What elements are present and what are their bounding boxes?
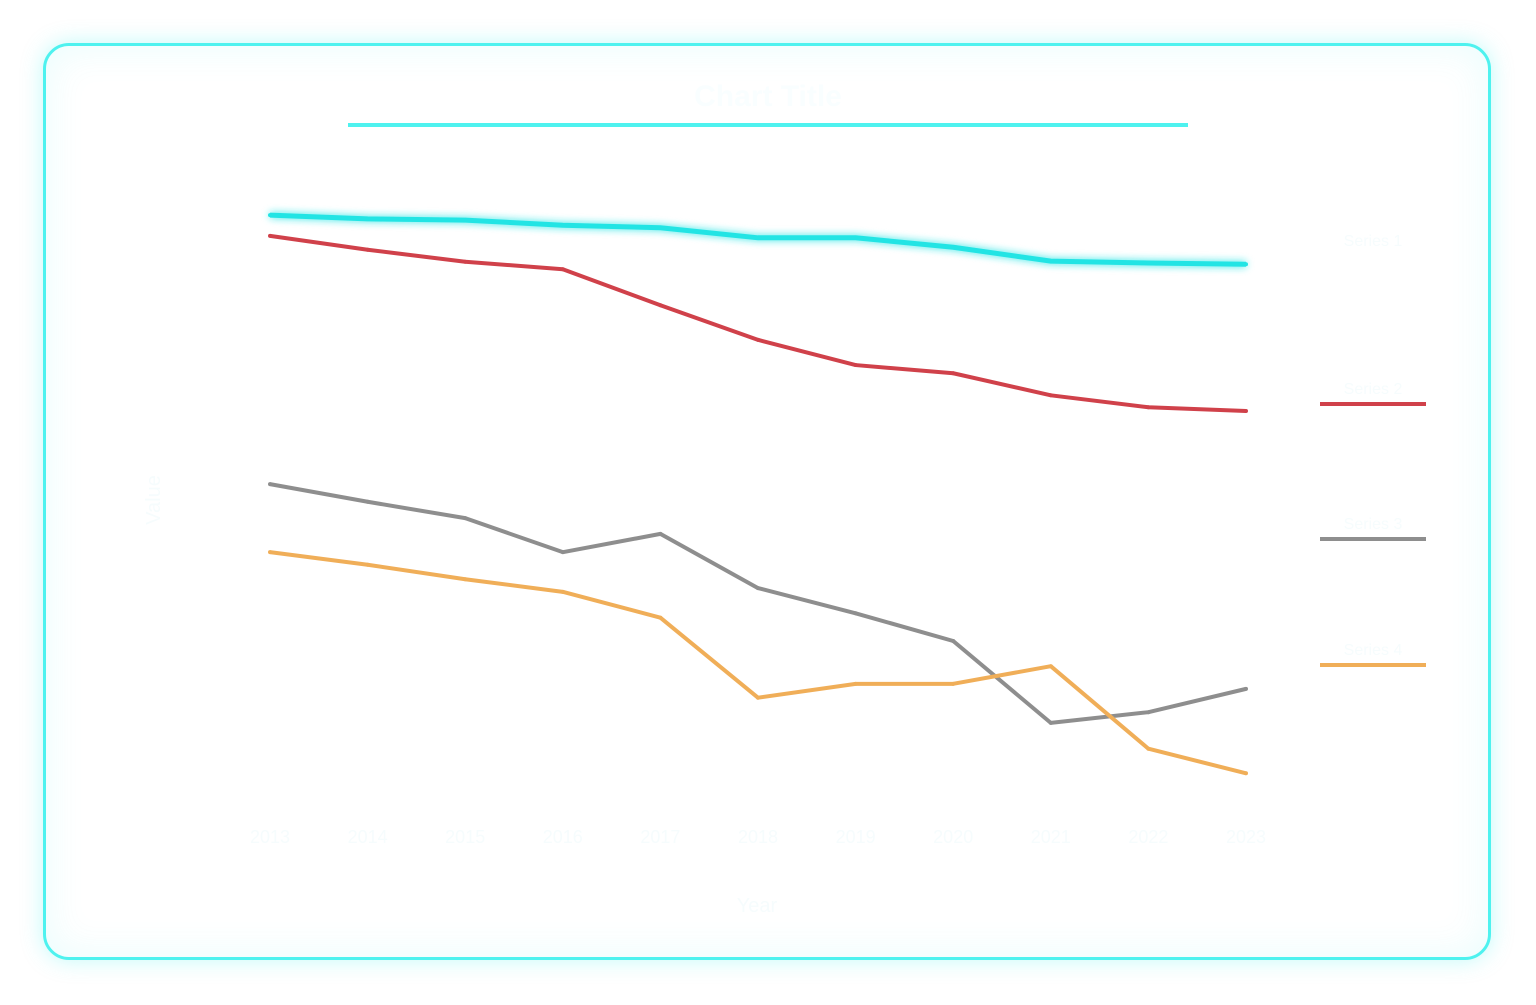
- data-point: [1146, 405, 1151, 410]
- data-point: [268, 550, 272, 555]
- data-point: [463, 516, 468, 521]
- x-tick-label: 2021: [1031, 827, 1071, 847]
- data-point: [1146, 261, 1151, 265]
- data-point: [853, 681, 858, 686]
- data-point: [1048, 393, 1053, 398]
- data-point: [1244, 409, 1248, 414]
- data-point: [268, 213, 272, 218]
- data-point: [658, 531, 663, 536]
- data-point: [365, 247, 370, 252]
- legend-label: Series 4: [1344, 642, 1403, 659]
- data-point: [463, 259, 468, 264]
- x-axis-label: Year: [737, 895, 778, 917]
- legend-label: Series 3: [1344, 516, 1403, 533]
- chart-card: [43, 43, 1491, 960]
- data-point: [560, 589, 565, 594]
- data-point: [1244, 686, 1248, 691]
- data-point: [951, 245, 956, 250]
- data-point: [1048, 664, 1053, 669]
- data-point: [365, 216, 370, 221]
- data-point: [1146, 710, 1151, 715]
- data-point: [756, 337, 760, 342]
- legend-label: Series 1: [1344, 233, 1403, 250]
- x-tick-label: 2020: [933, 827, 973, 847]
- data-point: [560, 223, 565, 228]
- data-point: [756, 695, 760, 700]
- data-point: [853, 611, 858, 616]
- x-tick-label: 2014: [348, 827, 388, 847]
- y-axis-label: Value: [143, 475, 165, 525]
- data-point: [951, 681, 956, 686]
- data-point: [658, 303, 663, 308]
- series-line-4: [269, 550, 1247, 776]
- title-underline: [348, 123, 1188, 127]
- data-point: [951, 371, 956, 376]
- data-point: [463, 218, 468, 223]
- data-point: [756, 586, 760, 591]
- data-point: [756, 235, 760, 240]
- x-tick-label: 2015: [445, 827, 485, 847]
- legend-label: Series 2: [1344, 381, 1403, 398]
- data-point: [1048, 259, 1053, 264]
- data-point: [951, 639, 956, 643]
- x-tick-label: 2017: [640, 827, 680, 847]
- chart-title: Chart Title: [694, 80, 842, 113]
- series-line-3: [269, 482, 1247, 725]
- data-point: [658, 225, 663, 230]
- data-point: [1146, 746, 1151, 751]
- data-point: [463, 577, 468, 582]
- data-point: [365, 562, 370, 567]
- data-point: [1244, 771, 1248, 776]
- x-tick-label: 2023: [1226, 827, 1266, 847]
- x-tick-label: 2018: [738, 827, 778, 847]
- data-point: [268, 482, 272, 487]
- data-point: [658, 615, 663, 620]
- data-point: [853, 235, 858, 240]
- data-point: [365, 499, 370, 504]
- x-tick-label: 2016: [543, 827, 583, 847]
- data-point: [1244, 262, 1248, 267]
- x-tick-label: 2013: [250, 827, 290, 847]
- x-tick-label: 2022: [1128, 827, 1168, 847]
- data-point: [1048, 720, 1053, 725]
- data-point: [560, 550, 565, 555]
- data-point: [560, 267, 565, 272]
- x-tick-label: 2019: [836, 827, 876, 847]
- data-point: [268, 233, 272, 238]
- data-point: [853, 363, 858, 368]
